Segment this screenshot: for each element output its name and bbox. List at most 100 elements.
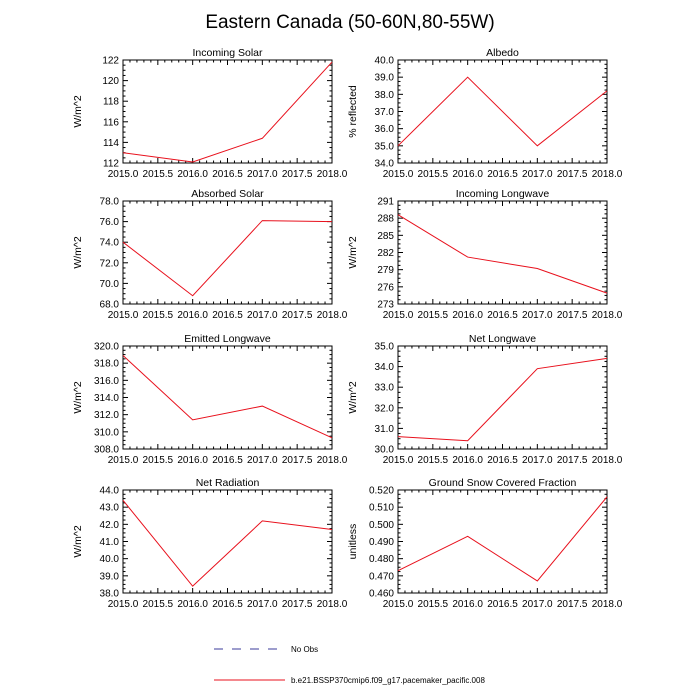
x-tick-label: 2017.0 bbox=[522, 455, 553, 466]
panel-title: Incoming Solar bbox=[192, 47, 263, 59]
x-tick-label: 2015.0 bbox=[383, 310, 414, 321]
panel-title: Albedo bbox=[486, 47, 519, 59]
y-tick-label: 273 bbox=[377, 300, 394, 311]
y-tick-label: 34.0 bbox=[375, 362, 395, 373]
y-tick-label: 120 bbox=[102, 76, 119, 87]
legend-model-label: b.e21.BSSP370cmip6.f09_g17.pacemaker_pac… bbox=[291, 676, 485, 685]
y-tick-label: 39.0 bbox=[375, 73, 395, 84]
plot-frame bbox=[122, 59, 333, 164]
y-tick-label: 74.0 bbox=[100, 238, 120, 249]
y-tick-label: 314.0 bbox=[94, 393, 119, 404]
y-tick-label: 112 bbox=[103, 159, 119, 170]
series-line bbox=[397, 496, 608, 582]
x-tick-label: 2017.0 bbox=[522, 169, 553, 180]
y-tick-label: 38.0 bbox=[100, 589, 120, 600]
y-tick-label: 320.0 bbox=[94, 342, 119, 353]
x-tick-label: 2016.0 bbox=[452, 169, 483, 180]
y-tick-label: 310.0 bbox=[94, 427, 119, 438]
x-tick-label: 2015.0 bbox=[108, 169, 139, 180]
series-line bbox=[397, 357, 608, 442]
x-tick-label: 2018.0 bbox=[317, 169, 348, 180]
x-tick-label: 2017.5 bbox=[557, 455, 588, 466]
x-tick-label: 2016.5 bbox=[487, 599, 518, 610]
y-tick-label: 118 bbox=[103, 97, 119, 108]
x-tick-label: 2017.5 bbox=[282, 455, 313, 466]
plot-frame bbox=[397, 345, 608, 450]
plot-frame bbox=[397, 200, 608, 305]
x-tick-label: 2017.5 bbox=[282, 310, 313, 321]
x-tick-label: 2018.0 bbox=[592, 599, 623, 610]
x-tick-label: 2015.0 bbox=[383, 599, 414, 610]
x-tick-label: 2017.0 bbox=[247, 310, 278, 321]
y-tick-label: 30.0 bbox=[375, 445, 395, 456]
x-tick-label: 2017.0 bbox=[247, 455, 278, 466]
y-tick-label: 0.480 bbox=[369, 554, 394, 565]
x-tick-label: 2016.0 bbox=[177, 310, 208, 321]
series-line bbox=[122, 499, 333, 587]
y-tick-label: 318.0 bbox=[94, 359, 119, 370]
y-tick-label: 308.0 bbox=[94, 445, 119, 456]
x-tick-label: 2015.5 bbox=[143, 169, 174, 180]
panel-4: Emitted Longwave W/m^2 308.0 310.0 312.0 314.… bbox=[72, 333, 348, 466]
plot-frame bbox=[122, 200, 333, 305]
panel-3: Incoming Longwave W/m^2 273 276 279 282 285 288… bbox=[347, 188, 623, 321]
x-tick-label: 2016.5 bbox=[212, 599, 243, 610]
y-tick-label: 114 bbox=[103, 138, 119, 149]
y-tick-label: 78.0 bbox=[100, 197, 120, 208]
panel-1: Albedo % reflected 34.0 35.0 36.0 37.0 38.0 39.… bbox=[347, 47, 623, 180]
y-tick-label: 37.0 bbox=[375, 107, 395, 118]
x-tick-label: 2015.0 bbox=[108, 455, 139, 466]
y-tick-label: 40.0 bbox=[375, 56, 395, 67]
x-tick-label: 2018.0 bbox=[592, 169, 623, 180]
x-tick-label: 2015.5 bbox=[143, 455, 174, 466]
x-tick-label: 2016.0 bbox=[177, 169, 208, 180]
panel-5: Net Longwave W/m^2 30.0 31.0 32.0 33.0 34.0 35.… bbox=[347, 333, 623, 466]
panel-title: Net Longwave bbox=[469, 333, 536, 345]
x-tick-label: 2015.0 bbox=[108, 599, 139, 610]
panel-0: Incoming Solar W/m^2 112 114 116 118 120 122 201… bbox=[72, 47, 348, 180]
panel-2: Absorbed Solar W/m^2 68.0 70.0 72.0 74.0 76.0 7… bbox=[72, 188, 348, 321]
x-tick-label: 2015.5 bbox=[143, 599, 174, 610]
legend: No Obs b.e21.BSSP370cmip6.f09_g17.pacema… bbox=[214, 645, 485, 685]
x-tick-label: 2016.5 bbox=[212, 455, 243, 466]
x-tick-label: 2015.5 bbox=[418, 599, 449, 610]
y-tick-label: 0.520 bbox=[369, 486, 394, 497]
x-tick-label: 2017.0 bbox=[247, 169, 278, 180]
x-tick-label: 2017.5 bbox=[282, 599, 313, 610]
y-tick-label: 35.0 bbox=[375, 342, 395, 353]
series-line bbox=[397, 76, 608, 147]
x-tick-label: 2015.0 bbox=[383, 455, 414, 466]
x-tick-label: 2018.0 bbox=[592, 310, 623, 321]
series-line bbox=[122, 220, 333, 297]
y-tick-label: 291 bbox=[377, 197, 394, 208]
y-axis-label: W/m^2 bbox=[72, 381, 84, 414]
x-tick-label: 2016.0 bbox=[452, 455, 483, 466]
y-axis-label: W/m^2 bbox=[347, 381, 359, 414]
y-tick-label: 76.0 bbox=[100, 217, 120, 228]
y-tick-label: 0.510 bbox=[369, 503, 394, 514]
x-tick-label: 2018.0 bbox=[317, 455, 348, 466]
panel-7: Ground Snow Covered Fraction unitless 0.46… bbox=[347, 477, 623, 610]
x-tick-label: 2017.5 bbox=[557, 169, 588, 180]
y-tick-label: 116 bbox=[103, 117, 119, 128]
y-tick-label: 40.0 bbox=[100, 554, 120, 565]
x-tick-label: 2016.5 bbox=[487, 169, 518, 180]
y-tick-label: 35.0 bbox=[375, 141, 395, 152]
plot-frame bbox=[122, 345, 333, 450]
y-tick-label: 68.0 bbox=[100, 300, 120, 311]
panel-title: Ground Snow Covered Fraction bbox=[429, 477, 577, 489]
y-tick-label: 34.0 bbox=[375, 159, 395, 170]
y-tick-label: 0.490 bbox=[369, 537, 394, 548]
y-tick-label: 316.0 bbox=[94, 376, 119, 387]
y-tick-label: 288 bbox=[377, 214, 394, 225]
y-tick-label: 72.0 bbox=[100, 258, 120, 269]
y-axis-label: W/m^2 bbox=[72, 525, 84, 558]
y-tick-label: 43.0 bbox=[100, 503, 120, 514]
x-tick-label: 2017.0 bbox=[247, 599, 278, 610]
panel-title: Absorbed Solar bbox=[191, 188, 264, 200]
x-tick-label: 2016.5 bbox=[487, 455, 518, 466]
y-tick-label: 279 bbox=[377, 265, 394, 276]
y-tick-label: 0.460 bbox=[369, 589, 394, 600]
y-axis-label: W/m^2 bbox=[72, 95, 84, 128]
x-tick-label: 2017.5 bbox=[557, 599, 588, 610]
